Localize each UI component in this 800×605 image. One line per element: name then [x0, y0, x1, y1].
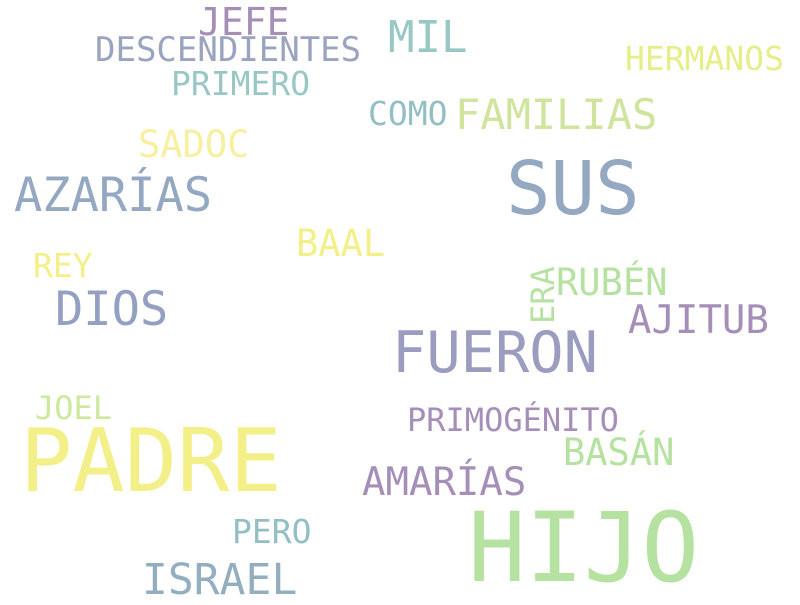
word-familias: FAMILIAS [455, 90, 658, 139]
word-pero: PERO [232, 512, 312, 551]
word-primero: PRIMERO [171, 64, 311, 103]
word-ajitub: AJITUB [628, 298, 769, 343]
word-rey: REY [33, 246, 93, 285]
word-hermanos: HERMANOS [625, 39, 784, 78]
word-joel: JOEL [35, 389, 113, 427]
word-dios: DIOS [55, 282, 169, 337]
word-baal: BAAL [296, 222, 386, 265]
word-jefe: JEFE [198, 0, 290, 44]
word-azarias: AZARÍAS [14, 168, 213, 223]
word-sadoc: SADOC [138, 123, 250, 166]
word-basan: BASÁN [563, 431, 675, 474]
word-como: COMO [368, 94, 448, 133]
word-ruben: RUBÉN [556, 261, 668, 304]
word-primogenito: PRIMOGÉNITO [407, 401, 619, 439]
word-hijo: HIJO [468, 492, 700, 604]
word-sus: SUS [506, 146, 640, 232]
word-mil: MIL [388, 12, 468, 63]
word-era: ERA [524, 266, 562, 324]
word-fueron: FUERON [392, 320, 598, 386]
word-padre: PADRE [20, 410, 282, 512]
word-descendientes: DESCENDIENTES [95, 30, 362, 70]
word-amarias: AMARÍAS [362, 460, 527, 505]
word-israel: ISRAEL [142, 555, 298, 605]
